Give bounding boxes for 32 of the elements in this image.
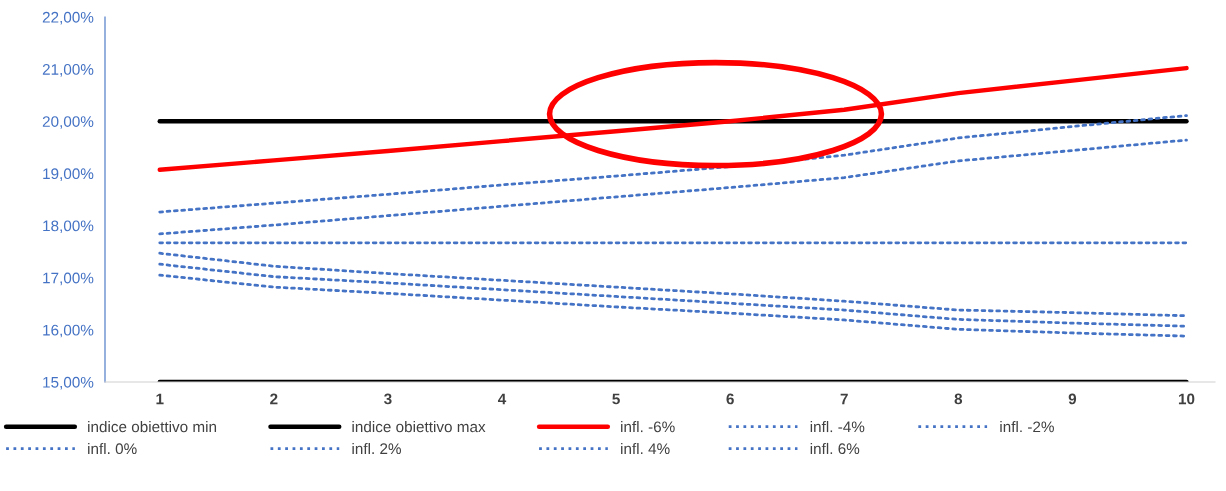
x-tick-label: 4 bbox=[497, 393, 507, 405]
line-series bbox=[158, 273, 1188, 338]
legend-label: indice obiettivo max bbox=[352, 421, 486, 433]
y-tick-label: 22,00% bbox=[42, 11, 94, 25]
x-tick-label: 2 bbox=[270, 393, 278, 405]
legend-label: indice obiettivo min bbox=[88, 421, 217, 433]
x-tick-label: 8 bbox=[954, 393, 963, 405]
y-tick-label: 17,00% bbox=[43, 272, 94, 286]
legend-label: infl. 4% bbox=[621, 442, 670, 455]
line-series bbox=[158, 138, 1188, 236]
y-tick-label: 18,00% bbox=[43, 220, 94, 234]
legend-label: infl. -4% bbox=[810, 421, 865, 433]
y-tick-label: 20,00% bbox=[42, 116, 94, 129]
legend-label: infl. -2% bbox=[1000, 421, 1054, 433]
x-tick-label: 5 bbox=[612, 393, 620, 405]
legend-label: infl. 2% bbox=[352, 442, 402, 455]
y-tick-label: 16,00% bbox=[43, 324, 94, 338]
y-tick-label: 19,00% bbox=[43, 168, 94, 181]
x-tick-label: 1 bbox=[156, 393, 164, 405]
x-tick-label: 10 bbox=[1178, 393, 1195, 405]
line-series bbox=[158, 251, 1188, 318]
y-tick-label: 21,00% bbox=[42, 64, 94, 77]
x-tick-label: 3 bbox=[384, 393, 392, 405]
x-tick-label: 6 bbox=[726, 393, 734, 405]
legend-label: infl. -6% bbox=[621, 421, 675, 433]
legend-label: infl. 6% bbox=[810, 442, 860, 455]
y-tick-label: 15,00% bbox=[43, 376, 94, 390]
line-series bbox=[158, 262, 1188, 328]
legend-label: infl. 0% bbox=[88, 442, 137, 455]
x-tick-label: 9 bbox=[1068, 393, 1077, 405]
line-series bbox=[158, 114, 1188, 214]
x-tick-label: 7 bbox=[840, 393, 848, 405]
